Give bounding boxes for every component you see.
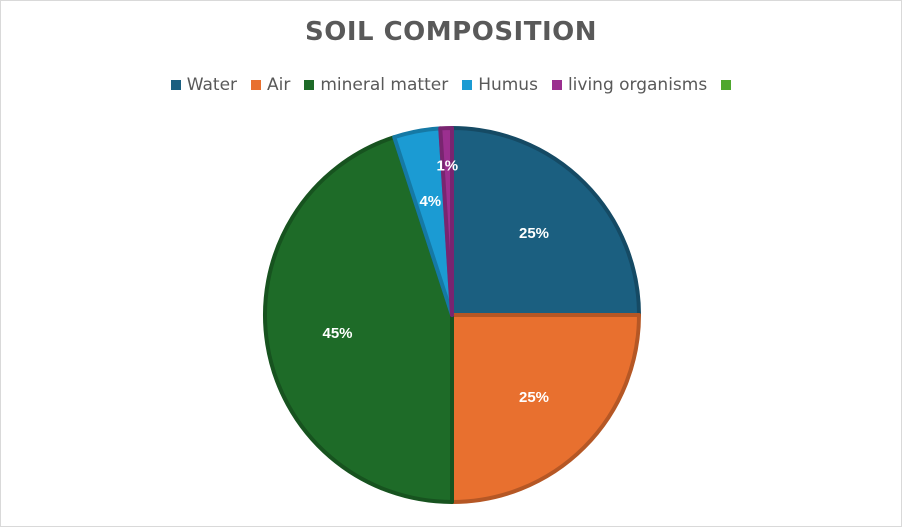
legend-label: mineral matter <box>320 75 449 95</box>
pie-slice <box>438 126 454 317</box>
legend-item <box>721 80 732 90</box>
data-label: 25% <box>519 225 549 242</box>
legend-swatch <box>251 80 262 90</box>
legend-item: Humus <box>462 75 538 95</box>
legend-swatch <box>721 80 732 90</box>
legend-swatch <box>462 80 473 90</box>
data-label: 4% <box>419 193 441 210</box>
legend-label: Humus <box>478 75 538 95</box>
data-label: 45% <box>322 325 352 342</box>
legend-label: living organisms <box>567 75 708 95</box>
legend-label: Water <box>186 75 238 95</box>
data-label: 25% <box>519 389 549 406</box>
chart-legend: Water Air mineral matter Humus living organi… <box>1 75 901 95</box>
pie-slice <box>450 126 641 317</box>
legend-item: living organisms <box>551 75 708 95</box>
legend-item: Air <box>251 75 290 95</box>
legend-swatch <box>304 80 315 90</box>
legend-swatch <box>551 80 562 90</box>
legend-item: Water <box>170 75 238 95</box>
legend-swatch <box>170 80 181 90</box>
chart-title: SOIL COMPOSITION <box>304 17 597 47</box>
pie-slice <box>262 135 454 504</box>
legend-item: mineral matter <box>304 75 448 95</box>
pie-slice <box>450 313 641 504</box>
legend-label: Air <box>267 75 291 95</box>
data-label: 1% <box>436 158 458 175</box>
